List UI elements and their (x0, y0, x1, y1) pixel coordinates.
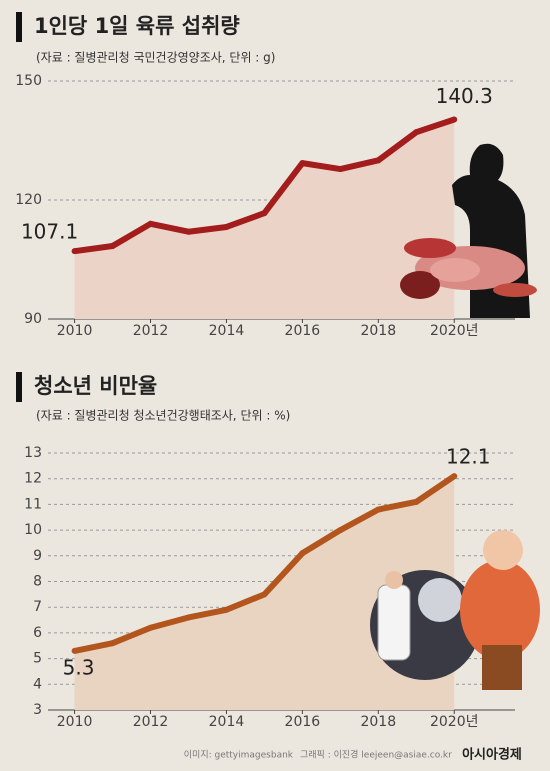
illustrations (370, 143, 540, 690)
data-label: 5.3 (63, 655, 95, 679)
graphic-credit: 그래픽 : 이진경 leejeen@asiae.co.kr (300, 749, 452, 761)
person (460, 560, 540, 660)
x-tick-label: 2010 (57, 714, 93, 730)
doctor-head (385, 571, 403, 589)
title-bar (16, 372, 22, 402)
data-label: 12.1 (446, 445, 491, 469)
x-tick-label: 2018 (360, 323, 396, 339)
x-tick-label: 2016 (285, 714, 321, 730)
y-tick-label: 5 (33, 651, 42, 667)
y-tick-label: 10 (24, 522, 42, 538)
x-tick-label: 2020년 (430, 714, 479, 730)
y-tick-label: 6 (33, 625, 42, 641)
y-tick-label: 120 (15, 192, 42, 208)
point (71, 248, 78, 255)
point (413, 498, 420, 505)
y-tick-label: 150 (15, 73, 42, 89)
brand: 아시아경제 (462, 747, 522, 763)
point (223, 606, 230, 613)
chart-title: 청소년 비만율 (34, 374, 157, 398)
x-tick-label: 2020년 (430, 323, 479, 339)
meat (430, 258, 480, 282)
point (413, 129, 420, 136)
point (109, 243, 116, 250)
y-tick-label: 90 (24, 311, 42, 327)
meat (404, 238, 456, 258)
person-head (483, 530, 523, 570)
title-bar (16, 12, 22, 42)
point (185, 228, 192, 235)
x-tick-label: 2014 (209, 714, 245, 730)
point (337, 527, 344, 534)
point (71, 647, 78, 654)
y-tick-label: 7 (33, 599, 42, 615)
point (147, 220, 154, 227)
point (185, 614, 192, 621)
point (299, 160, 306, 167)
scale-dial (418, 578, 462, 622)
area (74, 476, 455, 710)
point (451, 473, 458, 480)
point (299, 550, 306, 557)
point (375, 157, 382, 164)
x-tick-label: 2018 (360, 714, 396, 730)
data-label: 140.3 (436, 84, 493, 108)
area (74, 119, 455, 319)
sausage (493, 283, 537, 297)
plots: 90 120 150 2010 2012 2014 2016 2018 2020년 107.1 14… (15, 73, 515, 730)
point (261, 210, 268, 217)
x-tick-label: 2012 (133, 323, 169, 339)
y-tick-label: 4 (33, 676, 42, 692)
y-tick-label: 8 (33, 574, 42, 590)
y-tick-label: 9 (33, 548, 42, 564)
point (451, 116, 458, 123)
x-tick-label: 2012 (133, 714, 169, 730)
point (223, 223, 230, 230)
point (147, 624, 154, 631)
image-credit: 이미지: gettyimagesbank (184, 750, 294, 761)
x-tick-label: 2014 (209, 323, 245, 339)
y-tick-label: 12 (24, 471, 42, 487)
doctor (377, 584, 411, 661)
point (261, 591, 268, 598)
chart-subtitle: (자료 : 질병관리청 청소년건강행태조사, 단위 : %) (36, 408, 290, 423)
meat (400, 271, 440, 299)
chart-subtitle: (자료 : 질병관리청 국민건강영양조사, 단위 : g) (36, 51, 275, 65)
y-tick-label: 13 (24, 445, 42, 461)
data-label: 107.1 (21, 220, 78, 244)
y-tick-label: 3 (33, 702, 42, 718)
person-legs (482, 645, 522, 690)
point (109, 640, 116, 647)
chart-title: 1인당 1일 육류 섭취량 (34, 14, 240, 38)
y-tick-label: 11 (24, 496, 42, 512)
point (337, 166, 344, 173)
point (375, 506, 382, 513)
x-tick-label: 2010 (57, 323, 93, 339)
x-tick-label: 2016 (285, 323, 321, 339)
